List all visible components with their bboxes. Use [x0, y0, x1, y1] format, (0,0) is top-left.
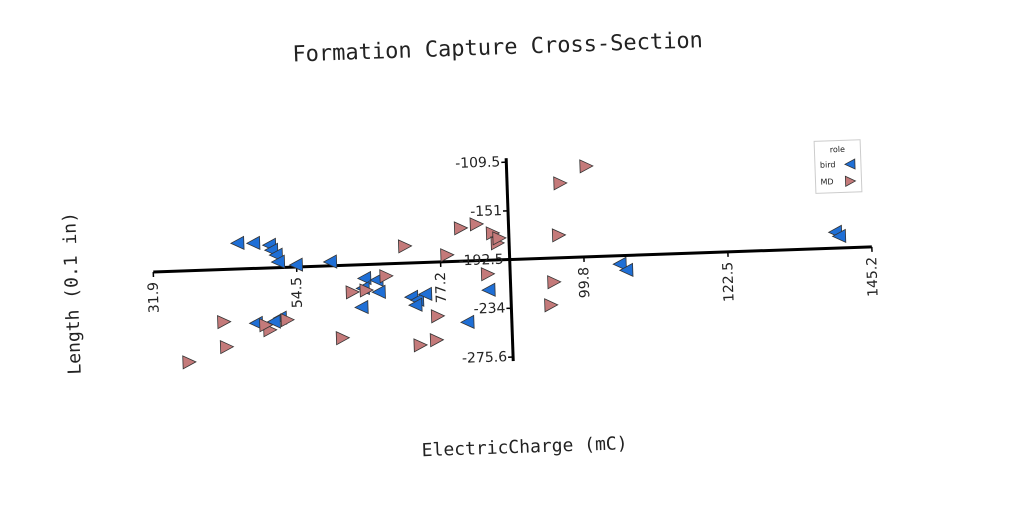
point — [430, 309, 446, 324]
point — [460, 314, 475, 329]
y-tick-label: -109.5 — [455, 154, 501, 172]
point — [481, 282, 496, 297]
point — [345, 285, 361, 300]
plot: Formation Capture Cross-Section Electric… — [59, 28, 881, 461]
point — [551, 228, 567, 243]
x-tick-label: 122.5 — [720, 262, 737, 303]
x-tick-label: 77.2 — [433, 272, 450, 304]
y-tick-label: -275.6 — [462, 349, 508, 367]
point — [219, 340, 235, 355]
point — [245, 235, 261, 251]
y-tick-label: -234 — [473, 300, 505, 317]
point — [371, 284, 386, 299]
point — [544, 298, 559, 313]
point — [397, 239, 413, 254]
point — [831, 228, 847, 244]
point — [288, 257, 304, 272]
point — [579, 159, 594, 174]
point — [356, 270, 372, 286]
point — [266, 314, 281, 329]
point — [492, 231, 507, 246]
point — [182, 355, 197, 370]
legend-title: role — [830, 145, 846, 155]
point — [612, 256, 627, 271]
point — [453, 221, 469, 236]
point — [322, 254, 338, 269]
point — [618, 262, 634, 278]
point — [413, 338, 429, 353]
legend-label: bird — [820, 160, 836, 170]
x-tick-label: 31.9 — [146, 282, 163, 314]
y-axis-label: Length (0.1 in) — [59, 212, 86, 375]
x-tick-label: 145.2 — [864, 257, 881, 298]
point — [553, 176, 568, 191]
y-tick-label: -151 — [470, 203, 502, 220]
legend-label: MD — [820, 177, 833, 186]
x-axis-label: ElectricCharge (mC) — [421, 433, 628, 461]
point — [280, 313, 296, 328]
point — [354, 299, 369, 315]
y-tick-label: -192.5 — [458, 252, 504, 270]
chart-title: Formation Capture Cross-Section — [292, 28, 703, 67]
point — [229, 235, 245, 250]
point — [379, 269, 394, 284]
point — [417, 286, 433, 301]
x-axis — [153, 245, 872, 274]
point — [408, 297, 423, 312]
point — [335, 331, 351, 346]
point — [429, 333, 445, 348]
x-tick-label: 99.8 — [576, 267, 593, 299]
point — [359, 283, 375, 298]
x-tick-label: 54.5 — [289, 277, 306, 309]
point — [217, 314, 232, 330]
legend-marker — [844, 175, 857, 187]
point — [440, 248, 455, 263]
legend-marker — [844, 158, 856, 170]
point — [259, 318, 274, 333]
point — [469, 217, 485, 232]
point — [547, 275, 562, 290]
point — [480, 267, 496, 282]
point — [270, 254, 286, 269]
